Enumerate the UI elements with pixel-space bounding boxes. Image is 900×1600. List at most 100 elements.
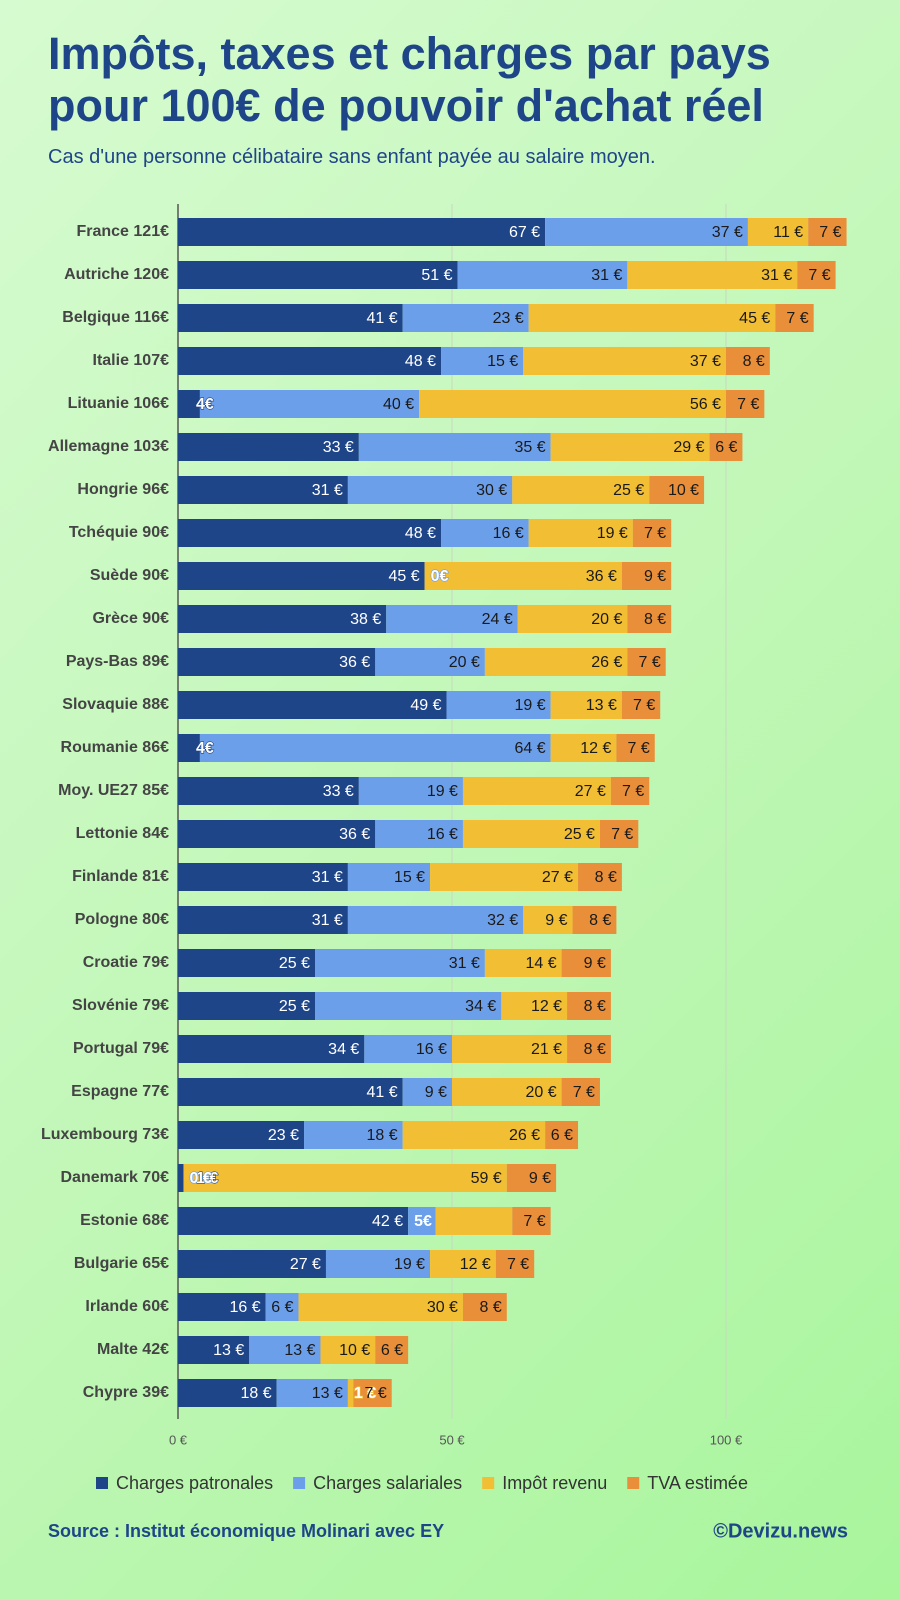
bar-segment <box>178 605 387 633</box>
bar-segment <box>178 906 348 934</box>
data-label: 1 € <box>196 1170 218 1187</box>
data-label: 45 € <box>739 310 770 327</box>
data-label: 7 € <box>507 1256 529 1273</box>
y-tick-label: Bulgarie 65€ <box>74 1255 169 1272</box>
bar-segment <box>178 820 376 848</box>
bar-segment <box>178 1207 409 1235</box>
data-label: 33 € <box>323 439 354 456</box>
data-label: 6 € <box>551 1127 573 1144</box>
bar-segment <box>545 218 748 246</box>
bar-segment <box>572 906 617 934</box>
data-label: 13 € <box>213 1342 244 1359</box>
bar-segment <box>808 218 847 246</box>
data-label: 7 € <box>644 525 666 542</box>
data-label: 16 € <box>416 1041 447 1058</box>
y-tick-label: Suède 90€ <box>90 567 169 584</box>
legend-label: Charges salariales <box>313 1473 462 1493</box>
bar-segment <box>402 304 529 332</box>
bar-segment <box>364 1035 452 1063</box>
data-label: 31 € <box>312 869 343 886</box>
y-tick-label: Danemark 70€ <box>60 1169 169 1186</box>
bar-segment <box>178 261 458 289</box>
bar-segment <box>627 261 798 289</box>
bar-segment <box>462 777 611 805</box>
bar-segment <box>408 1207 436 1235</box>
y-tick-label: Lituanie 106€ <box>68 395 169 412</box>
data-label: 35 € <box>514 439 545 456</box>
bar-segment <box>249 1336 321 1364</box>
data-label: 8 € <box>584 998 606 1015</box>
bar-segment <box>610 777 650 805</box>
data-label: 7 € <box>638 654 660 671</box>
data-label: 30 € <box>476 482 507 499</box>
data-label: 34 € <box>465 998 496 1015</box>
bar-segment <box>419 390 726 418</box>
data-label: 10 € <box>339 1342 370 1359</box>
bar-segment <box>797 261 836 289</box>
bar-segment <box>347 906 524 934</box>
data-label: 9 € <box>584 955 606 972</box>
y-tick-label: Grèce 90€ <box>92 610 169 627</box>
data-label: 18 € <box>367 1127 398 1144</box>
data-label: 10 € <box>668 482 699 499</box>
bar-segment <box>178 863 348 891</box>
legend-label: TVA estimée <box>647 1473 748 1493</box>
bar-segment <box>775 304 814 332</box>
data-label: 31 € <box>449 955 480 972</box>
data-label: 64 € <box>514 740 545 757</box>
bar-segment <box>178 433 359 461</box>
bar-segment <box>178 734 200 762</box>
data-label: 7 € <box>819 224 841 241</box>
y-tick-label: Hongrie 96€ <box>77 481 169 498</box>
data-label: 23 € <box>493 310 524 327</box>
bar-segment <box>512 1207 551 1235</box>
data-label: 36 € <box>586 568 617 585</box>
data-label: 20 € <box>449 654 480 671</box>
bar-segment <box>446 691 551 719</box>
data-label: 37 € <box>690 353 721 370</box>
bar-segment <box>178 476 348 504</box>
bar-segment <box>375 648 485 676</box>
bar-segment <box>501 992 568 1020</box>
bar-segment <box>178 1035 365 1063</box>
source: Source : Institut économique Molinari av… <box>48 1521 444 1541</box>
bar-segment <box>178 949 315 977</box>
bar-segment <box>347 1379 354 1407</box>
y-tick-label: Belgique 116€ <box>62 309 169 326</box>
bar-segment <box>375 1336 409 1364</box>
data-label: 51 € <box>421 267 452 284</box>
bar-segment <box>178 390 200 418</box>
bar-segment <box>435 1207 513 1235</box>
bar-segment <box>567 992 611 1020</box>
bar-segment <box>528 519 633 547</box>
y-tick-label: France 121€ <box>76 223 169 240</box>
data-label: 27 € <box>542 869 573 886</box>
bar-segment <box>315 949 485 977</box>
data-label: 19 € <box>597 525 628 542</box>
bar-segment <box>178 992 315 1020</box>
y-tick-label: Croatie 79€ <box>83 954 169 971</box>
data-label: 19 € <box>394 1256 425 1273</box>
y-tick-label: Slovénie 79€ <box>72 997 169 1014</box>
data-label: 36 € <box>339 826 370 843</box>
data-label: 29 € <box>673 439 704 456</box>
data-label: 36 € <box>339 654 370 671</box>
bar-segment <box>183 1164 507 1192</box>
bar-segment <box>386 605 518 633</box>
data-label: 1 € <box>354 1385 376 1402</box>
bar-segment <box>347 863 431 891</box>
data-label: 7 € <box>786 310 808 327</box>
bar-segment <box>747 218 809 246</box>
bar-segment <box>550 734 617 762</box>
y-tick-label: Pays-Bas 89€ <box>66 653 169 670</box>
data-label: 16 € <box>230 1299 261 1316</box>
bar-segment <box>512 476 650 504</box>
data-label: 5€ <box>414 1213 432 1230</box>
data-label: 8 € <box>480 1299 502 1316</box>
data-label: 7 € <box>808 267 830 284</box>
data-label: 49 € <box>410 697 441 714</box>
bar-segment <box>726 347 770 375</box>
y-tick-label: Autriche 120€ <box>64 266 169 283</box>
data-label: 7 € <box>364 1385 386 1402</box>
